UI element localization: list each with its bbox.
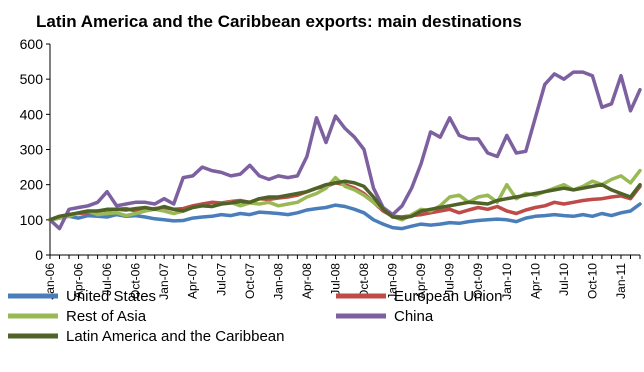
y-tick-label: 400 [20,106,44,122]
x-tick-label: Jul-06 [100,263,114,296]
legend-label-china: China [394,308,434,325]
y-tick-label: 200 [20,177,44,193]
x-tick-label: Jul-09 [443,263,457,296]
legend-label-latin-america-and-the-caribbean: Latin America and the Caribbean [66,328,284,345]
y-tick-label: 500 [20,71,44,87]
y-tick-label: 0 [35,247,43,263]
series-lines [48,70,642,231]
y-tick-label: 300 [20,142,44,158]
series-line-rest-of-asia [48,168,642,222]
x-tick-label: Oct-07 [243,263,257,299]
x-tick-label: Jan-06 [43,263,57,300]
x-tick-label: Jul-08 [328,263,342,296]
legend-label-european-union: European Union [394,288,502,305]
legend-label-united-states: United States [66,288,156,305]
x-tick-label: Jul-10 [557,263,571,296]
x-tick-label: Apr-06 [72,263,86,299]
x-tick-label: Apr-10 [528,263,542,299]
x-tick-label: Apr-09 [414,263,428,299]
series-line-latin-america-and-the-caribbean [48,179,642,222]
legend-label-rest-of-asia: Rest of Asia [66,308,147,325]
x-tick-label: Apr-08 [300,263,314,299]
y-axis: 0 100 200 300 400 500 600 [20,36,51,263]
x-tick-label: Jan-07 [157,263,171,300]
x-tick-label: Jan-08 [271,263,285,300]
x-tick-label: Oct-08 [357,263,371,299]
x-tick-label: Oct-09 [471,263,485,299]
y-tick-label: 600 [20,36,44,52]
x-tick-label: Apr-07 [186,263,200,299]
y-tick-label: 100 [20,212,44,228]
x-axis: Jan-06 Apr-06 Jul-06 Oct-06 Jan-07 Apr-07 Jul-… [43,254,641,300]
chart-title: Latin America and the Caribbean exports:… [36,12,522,31]
x-tick-label: Jan-11 [614,263,628,299]
x-tick-label: Oct-06 [129,263,143,299]
series-line-china [48,70,642,231]
legend: United States European Union Rest of Asia C… [8,288,502,345]
x-tick-label: Oct-10 [585,263,599,299]
x-tick-label: Jan-09 [386,263,400,300]
x-tick-label: Jul-07 [214,263,228,296]
series-line-united-states [48,202,642,231]
x-tick-label: Jan-10 [500,263,514,300]
